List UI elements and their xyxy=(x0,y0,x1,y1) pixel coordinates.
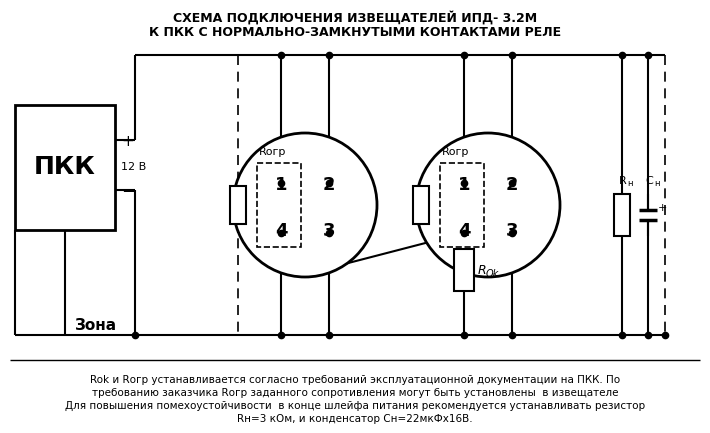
Text: Rогр: Rогр xyxy=(259,147,286,157)
Text: C: C xyxy=(645,176,652,186)
Bar xyxy=(454,249,474,291)
Text: 3: 3 xyxy=(323,222,335,240)
Text: Rok и Rогр устанавливается согласно требований эксплуатационной документации на : Rok и Rогр устанавливается согласно треб… xyxy=(90,375,620,385)
Text: Rн=3 кОм, и конденсатор Сн=22мкФх16В.: Rн=3 кОм, и конденсатор Сн=22мкФх16В. xyxy=(237,414,473,424)
Bar xyxy=(15,105,115,230)
Circle shape xyxy=(416,133,560,277)
Text: Для повышения помехоустойчивости  в конце шлейфа питания рекомендуется устанавли: Для повышения помехоустойчивости в конце… xyxy=(65,401,645,411)
Circle shape xyxy=(233,133,377,277)
Bar xyxy=(440,163,484,247)
Text: 3: 3 xyxy=(506,222,518,240)
Text: 1: 1 xyxy=(458,176,470,194)
Text: 4: 4 xyxy=(275,222,288,240)
Text: R: R xyxy=(619,176,627,186)
Text: 1: 1 xyxy=(275,176,288,194)
Text: К ПКК С НОРМАЛЬНО-ЗАМКНУТЫМИ КОНТАКТАМИ РЕЛЕ: К ПКК С НОРМАЛЬНО-ЗАМКНУТЫМИ КОНТАКТАМИ … xyxy=(149,26,561,39)
Text: Rогр: Rогр xyxy=(442,147,469,157)
Text: −: − xyxy=(121,183,136,201)
Bar xyxy=(230,186,246,224)
Text: СХЕМА ПОДКЛЮЧЕНИЯ ИЗВЕЩАТЕЛЕЙ ИПД- 3.2М: СХЕМА ПОДКЛЮЧЕНИЯ ИЗВЕЩАТЕЛЕЙ ИПД- 3.2М xyxy=(173,11,537,25)
Text: н: н xyxy=(627,179,633,188)
Text: 2: 2 xyxy=(323,176,335,194)
Text: требованию заказчика Rогр заданного сопротивления могут быть установлены  в изве: требованию заказчика Rогр заданного сопр… xyxy=(92,388,618,398)
Bar xyxy=(257,163,301,247)
Bar xyxy=(614,194,630,236)
Text: ПКК: ПКК xyxy=(34,155,96,180)
Text: 2: 2 xyxy=(506,176,518,194)
Text: +: + xyxy=(658,203,667,213)
Text: R: R xyxy=(478,264,486,277)
Text: Ok: Ok xyxy=(486,269,499,279)
Bar xyxy=(413,186,429,224)
Text: н: н xyxy=(654,179,660,188)
Text: 12 В: 12 В xyxy=(121,162,146,172)
Text: Зона: Зона xyxy=(75,318,117,333)
Text: 4: 4 xyxy=(458,222,470,240)
Text: +: + xyxy=(121,135,133,149)
